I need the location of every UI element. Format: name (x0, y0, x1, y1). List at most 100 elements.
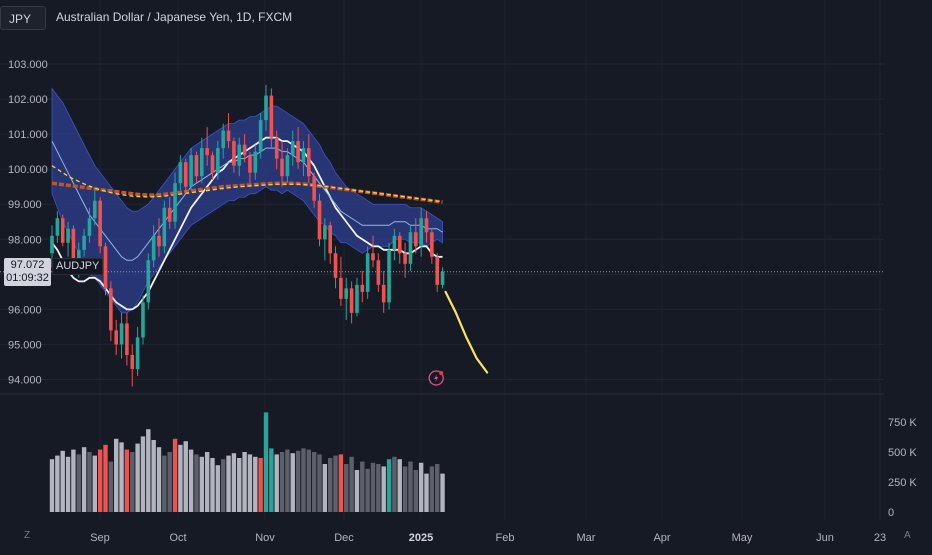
candle-body[interactable] (50, 235, 54, 254)
volume-bar (215, 465, 221, 512)
candle-body[interactable] (76, 249, 81, 264)
candle-body[interactable] (130, 354, 135, 369)
candle-body[interactable] (397, 235, 402, 254)
candle-body[interactable] (242, 144, 247, 156)
candle-body[interactable] (280, 158, 284, 177)
volume-bar (97, 449, 103, 512)
candle-body[interactable] (301, 148, 306, 163)
candle-body[interactable] (435, 256, 439, 285)
candle-body[interactable] (392, 235, 397, 250)
candle-body[interactable] (194, 155, 199, 177)
candle-body[interactable] (151, 235, 156, 261)
candle-body[interactable] (365, 253, 370, 292)
candle-body[interactable] (60, 218, 65, 243)
candle-body[interactable] (98, 200, 102, 247)
candle-body[interactable] (274, 137, 279, 159)
candle-body[interactable] (55, 218, 60, 236)
candle-body[interactable] (312, 176, 316, 201)
candle-body[interactable] (408, 232, 413, 264)
candle-body[interactable] (371, 253, 375, 261)
candle-body[interactable] (285, 155, 290, 177)
volume-tick-label: 500 K (888, 447, 917, 459)
volume-bar (146, 429, 151, 512)
candle-body[interactable] (183, 162, 188, 187)
candle-body[interactable] (167, 207, 172, 222)
symbol-search-button[interactable]: JPY (0, 6, 46, 30)
candle-body[interactable] (440, 271, 445, 285)
volume-bar (306, 449, 311, 512)
candle-body[interactable] (210, 155, 215, 173)
candle-body[interactable] (162, 207, 167, 247)
candle-body[interactable] (414, 232, 418, 247)
timezone-toggle-button[interactable]: Z (24, 530, 31, 541)
candle-body[interactable] (323, 225, 327, 240)
candle-body[interactable] (253, 151, 258, 173)
candle-body[interactable] (114, 330, 118, 345)
candle-body[interactable] (173, 183, 177, 222)
candle-body[interactable] (205, 148, 209, 156)
candle-body[interactable] (119, 323, 124, 345)
auto-scale-button[interactable]: A (904, 530, 911, 541)
candle-body[interactable] (200, 148, 204, 177)
price-tick-label: 100.000 (8, 164, 48, 176)
candle-body[interactable] (87, 218, 92, 236)
candle-body[interactable] (226, 130, 231, 142)
candle-body[interactable] (387, 249, 391, 303)
candle-body[interactable] (328, 225, 332, 254)
time-tick-label: Oct (169, 532, 186, 544)
candle-body[interactable] (349, 288, 354, 313)
candle-body[interactable] (381, 284, 386, 303)
volume-bar (370, 462, 376, 512)
volume-bar (87, 452, 92, 512)
candle-body[interactable] (66, 228, 70, 243)
candle-body[interactable] (333, 253, 338, 278)
candle-body[interactable] (178, 162, 183, 184)
candle-body[interactable] (71, 228, 76, 264)
volume-bar (92, 455, 97, 512)
candle-body[interactable] (125, 323, 129, 355)
candle-body[interactable] (157, 235, 161, 247)
candle-body[interactable] (221, 130, 225, 149)
flash-alert-icon[interactable] (428, 370, 444, 386)
candle-body[interactable] (258, 120, 263, 152)
candle-body[interactable] (376, 260, 381, 285)
candle-body[interactable] (264, 95, 268, 121)
volume-bar (188, 449, 194, 512)
volume-bar (418, 462, 424, 512)
chart-title: Australian Dollar / Japanese Yen, 1D, FX… (56, 10, 293, 24)
candle-body[interactable] (103, 246, 108, 289)
candle-body[interactable] (135, 337, 140, 369)
candle-body[interactable] (237, 144, 242, 166)
candle-body[interactable] (296, 141, 300, 163)
candle-body[interactable] (82, 235, 86, 250)
candle-body[interactable] (403, 253, 407, 264)
candle-body[interactable] (141, 302, 145, 338)
candle-body[interactable] (216, 148, 220, 173)
volume-tick-label: 0 (888, 507, 894, 519)
candle-body[interactable] (290, 141, 295, 156)
candle-body[interactable] (248, 155, 252, 173)
candle-body[interactable] (360, 284, 365, 292)
candle-body[interactable] (307, 148, 311, 177)
candle-body[interactable] (317, 200, 322, 240)
candle-body[interactable] (430, 232, 434, 257)
candle-body[interactable] (232, 141, 236, 166)
candle-body[interactable] (424, 218, 429, 233)
candle-body[interactable] (339, 277, 343, 299)
candle-body[interactable] (269, 95, 274, 138)
candle-body[interactable] (93, 200, 97, 219)
candle-body[interactable] (419, 218, 423, 247)
candle-body[interactable] (355, 284, 359, 313)
volume-bar (114, 438, 119, 512)
volume-bar (210, 458, 215, 512)
candle-body[interactable] (109, 288, 113, 331)
volume-bar (162, 455, 167, 512)
volume-bar (344, 464, 349, 512)
candle-body[interactable] (189, 155, 193, 187)
volume-bar (221, 459, 226, 512)
volume-bar (317, 454, 322, 512)
candle-body[interactable] (344, 288, 349, 299)
candle-body[interactable] (146, 260, 151, 303)
bar-countdown: 01:09:32 (6, 272, 49, 284)
